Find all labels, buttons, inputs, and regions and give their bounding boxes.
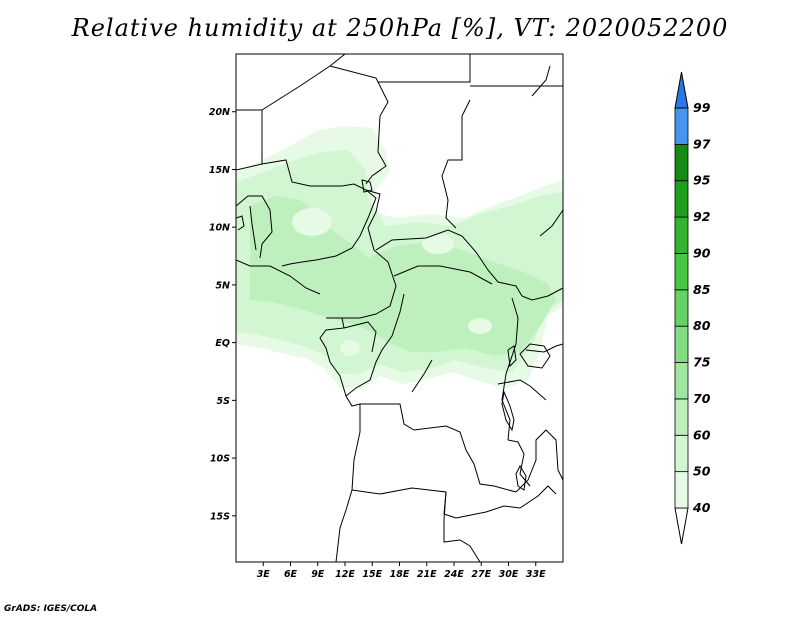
lake-victoria <box>519 343 551 369</box>
lon-tick-label: 18E <box>390 569 410 580</box>
lat-tick-label: 5S <box>217 396 231 407</box>
colorbar-level-label: 92 <box>693 209 710 224</box>
colorbar-level-label: 85 <box>693 282 711 297</box>
lon-tick-label: 24E <box>444 569 464 580</box>
colorbar-level-label: 75 <box>693 355 711 370</box>
lake-chad <box>361 179 373 193</box>
colorbar-segment <box>674 434 689 473</box>
colorbar-level-label: 97 <box>693 136 711 151</box>
lake-tanganyika <box>501 390 515 432</box>
humidity-shading <box>236 126 563 388</box>
lake-malawi <box>515 464 527 491</box>
lon-tick-label: 33E <box>526 569 546 580</box>
lat-tick-label: 10N <box>209 223 230 234</box>
colorbar-segment <box>674 180 689 218</box>
lon-tick-label: 27E <box>471 569 491 580</box>
humidity-highlight-patches <box>292 208 492 356</box>
colorbar-segment <box>674 362 689 400</box>
lat-tick-label: EQ <box>215 338 230 349</box>
colorbar-level-label: 70 <box>693 391 711 406</box>
lon-tick-label: 21E <box>417 569 437 580</box>
colorbar-level-label: 95 <box>693 173 711 188</box>
lon-tick-label: 6E <box>284 569 298 580</box>
lat-tick-label: 15S <box>210 511 230 522</box>
colorbar-level-label: 40 <box>692 500 711 515</box>
map-title: Relative humidity at 250hPa [%], VT: 202… <box>71 14 729 42</box>
colorbar-level-label: 50 <box>693 464 711 479</box>
colorbar-segment <box>674 216 689 254</box>
colorbar-level-label: 90 <box>693 245 711 260</box>
colorbar-segment <box>674 107 689 145</box>
lake-albert <box>507 345 517 368</box>
colorbar-over-triangle <box>674 71 689 109</box>
grads-credit: GrADS: IGES/COLA <box>4 604 98 614</box>
colorbar-segment <box>674 471 689 509</box>
colorbar-segment <box>674 143 689 182</box>
humidity-region-60 <box>250 196 556 356</box>
lon-tick-label: 9E <box>311 569 325 580</box>
lat-tick-label: 10S <box>210 454 230 465</box>
latitude-axis: 20N 15N 10N 5N EQ 5S 10S 15S <box>209 107 236 522</box>
lon-tick-label: 3E <box>257 569 271 580</box>
lon-tick-label: 30E <box>499 569 519 580</box>
colorbar-segment <box>674 289 689 327</box>
lat-tick-label: 5N <box>215 280 230 291</box>
lon-tick-label: 12E <box>335 569 355 580</box>
country-boundaries <box>236 54 563 562</box>
colorbar: 40 50 60 70 75 80 85 90 92 95 97 99 <box>674 71 711 545</box>
colorbar-segment <box>674 253 689 291</box>
lat-tick-label: 20N <box>209 107 230 118</box>
colorbar-segment <box>674 398 689 436</box>
longitude-axis: 3E 6E 9E 12E 15E 18E 21E 24E 27E 30E 33E <box>257 562 546 580</box>
lakes <box>361 179 551 491</box>
colorbar-under-triangle <box>674 507 689 545</box>
colorbar-level-label: 80 <box>693 318 711 333</box>
colorbar-segment <box>674 325 689 363</box>
lon-tick-label: 15E <box>362 569 382 580</box>
colorbar-level-label: 60 <box>693 427 711 442</box>
colorbar-level-label: 99 <box>693 100 711 115</box>
lat-tick-label: 15N <box>209 165 230 176</box>
